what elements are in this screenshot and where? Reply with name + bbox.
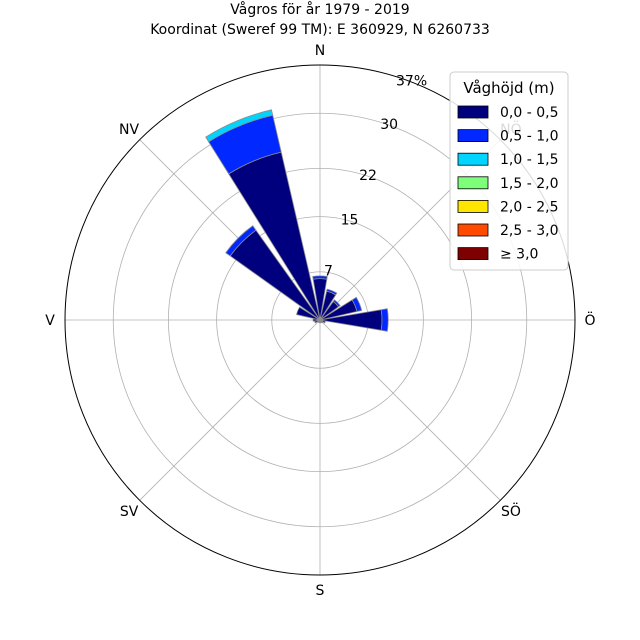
legend-swatch-0 [457,105,489,119]
direction-label-4: S [316,583,325,599]
bar-14-segment-1 [225,225,257,257]
bar-4-segment-1 [380,308,389,332]
bar-12-segment-0 [312,318,321,322]
legend: Våghöjd (m) 0,0 - 0,5 0,5 - 1,0 1,0 - 1,5 1,… [449,71,569,271]
bar-13-segment-0 [296,306,321,321]
bar-15-segment-2 [205,109,274,143]
direction-label-3: SV [120,504,139,520]
rose-bars [205,109,389,332]
direction-label-1: NV [119,122,139,138]
chart-subtitle: Koordinat (Sweref 99 TM): E 360929, N 62… [150,22,490,38]
direction-label-2: V [45,313,55,329]
legend-box [449,71,569,271]
ring-label-2: 22 [359,168,377,184]
ring-label-1: 15 [341,212,359,228]
legend-swatch-3 [457,176,489,190]
ring-label-0: 7 [324,263,333,279]
legend-label-0: 0,0 - 0,5 [500,105,558,121]
ring-label-max: 37% [396,73,427,89]
bar-3-segment-1 [351,296,363,312]
legend-label-3: 1,5 - 2,0 [500,176,558,192]
legend-label-2: 1,0 - 1,5 [500,152,558,168]
direction-label-5: SÖ [501,502,521,520]
ring-label-3: 30 [380,117,398,133]
legend-label-4: 2,0 - 2,5 [500,199,558,215]
bar-0-segment-1 [312,275,328,280]
radial-tick-labels: 7 15 22 30 37% [324,73,427,279]
grid-spoke-5 [319,319,501,501]
polar-frame [64,64,576,576]
legend-swatch-2 [457,152,489,166]
chart-title: Vågros för år 1979 - 2019 [230,1,409,18]
legend-label-5: 2,5 - 3,0 [500,223,558,239]
bar-1-segment-1 [326,288,338,296]
direction-label-0: N [315,43,325,59]
legend-title: Våghöjd (m) [463,79,554,97]
legend-label-1: 0,5 - 1,0 [500,129,558,145]
legend-swatch-4 [457,199,489,213]
legend-swatch-5 [457,223,489,237]
direction-label-6: Ö [584,311,595,329]
legend-swatch-6 [457,247,489,261]
grid-spoke-3 [139,319,321,501]
legend-swatch-1 [457,129,489,143]
outer-ring [64,64,576,576]
bar-2-segment-1 [332,299,341,308]
legend-label-6: ≥ 3,0 [500,247,538,263]
